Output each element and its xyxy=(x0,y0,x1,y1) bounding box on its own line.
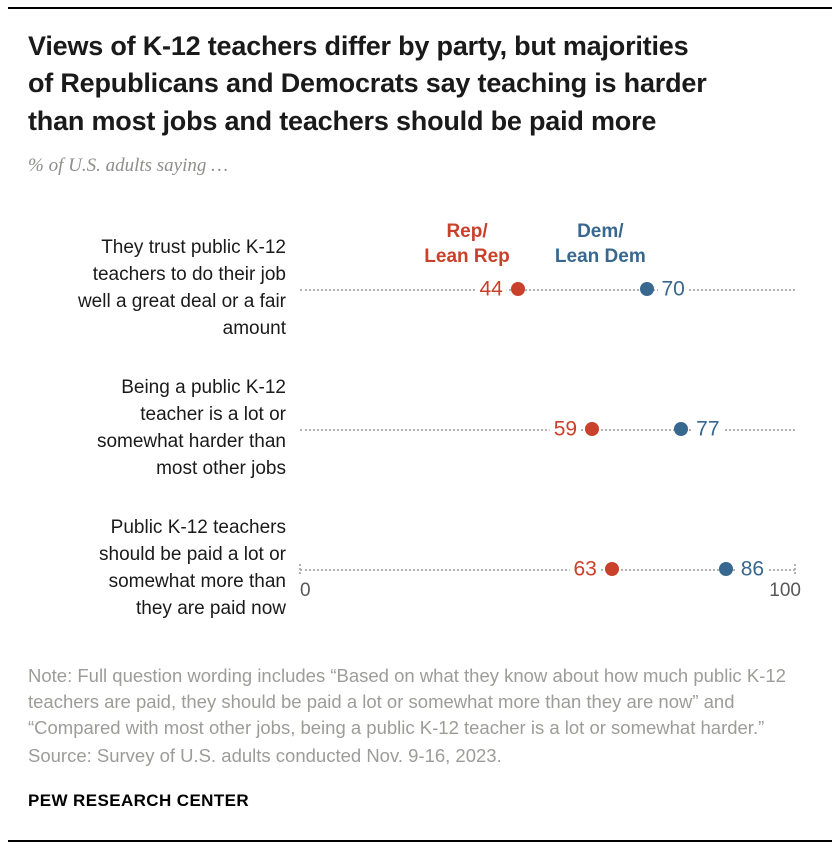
category-label: Being a public K-12 teacher is a lot or … xyxy=(96,376,286,479)
chart-row: They trust public K-12 teachers to do th… xyxy=(28,219,812,359)
brand-label: PEW RESEARCH CENTER xyxy=(28,790,250,810)
bottom-rule xyxy=(8,840,832,842)
axis-max-label: 100 xyxy=(769,579,801,601)
dot-plot-chart: Rep/ Lean Rep Dem/ Lean Dem They trust p… xyxy=(28,219,812,639)
axis-min-label: 0 xyxy=(300,579,311,601)
dem-dot xyxy=(718,561,733,576)
footer: Note: Full question wording includes “Ba… xyxy=(28,663,812,813)
row-plot: 63 86 0 100 xyxy=(299,499,801,639)
axis-end-tick-left xyxy=(299,563,301,574)
dotted-leader-line xyxy=(300,568,795,571)
dotted-leader-line xyxy=(300,288,795,291)
rep-value-label: 44 xyxy=(475,278,507,300)
dem-value-label: 70 xyxy=(657,278,689,300)
rep-value-label: 59 xyxy=(549,418,582,440)
rep-dot xyxy=(585,421,600,436)
top-rule xyxy=(8,7,832,9)
dem-value-label: 77 xyxy=(692,418,724,440)
source-text: Source: Survey of U.S. adults conducted … xyxy=(28,744,502,766)
axis-end-tick-right xyxy=(794,563,796,574)
dem-dot xyxy=(674,421,689,436)
rep-dot xyxy=(510,281,525,296)
chart-row: Being a public K-12 teacher is a lot or … xyxy=(28,359,812,499)
dem-value-label: 86 xyxy=(736,558,769,580)
note-text: Note: Full question wording includes “Ba… xyxy=(28,664,786,739)
rep-value-label: 63 xyxy=(569,558,601,580)
dotted-leader-line xyxy=(300,428,795,431)
chart-row: Public K-12 teachers should be paid a lo… xyxy=(28,499,812,639)
chart-title: Views of K-12 teachers differ by party, … xyxy=(28,31,707,136)
chart-rows: They trust public K-12 teachers to do th… xyxy=(28,219,812,639)
chart-subtitle: % of U.S. adults saying … xyxy=(28,154,229,176)
rep-dot xyxy=(604,561,619,576)
row-plot: 44 70 xyxy=(300,219,795,359)
dem-dot xyxy=(639,281,654,296)
row-plot: 59 77 xyxy=(300,359,795,499)
category-label: Public K-12 teachers should be paid a lo… xyxy=(99,516,286,619)
category-label: They trust public K-12 teachers to do th… xyxy=(77,236,286,339)
